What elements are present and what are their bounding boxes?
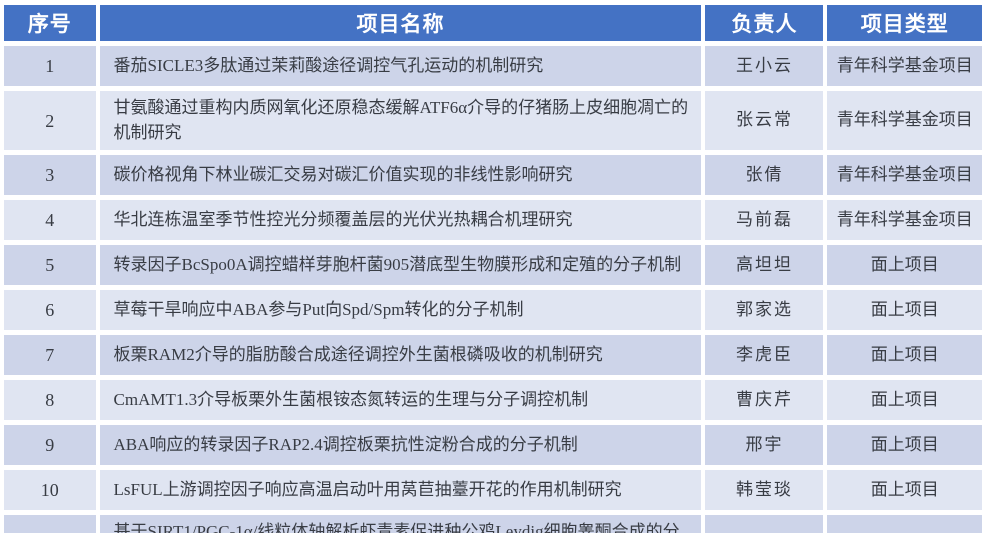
cell-index: 5 (4, 245, 96, 286)
cell-leader: 曹庆芹 (705, 380, 824, 421)
cell-index: 10 (4, 470, 96, 511)
cell-project-type: 面上项目 (827, 245, 982, 286)
header-index: 序号 (4, 5, 96, 41)
cell-leader: 齐晓龙 (705, 515, 824, 533)
cell-project-name: 转录因子BcSpo0A调控蜡样芽胞杆菌905潜底型生物膜形成和定殖的分子机制 (99, 245, 702, 286)
cell-project-type: 面上项目 (827, 425, 982, 466)
table-row: 2 甘氨酸通过重构内质网氧化还原稳态缓解ATF6α介导的仔猪肠上皮细胞凋亡的机制… (4, 91, 982, 151)
table-row: 6 草莓干旱响应中ABA参与Put向Spd/Spm转化的分子机制 郭家选 面上项… (4, 290, 982, 331)
cell-project-name: 板栗RAM2介导的脂肪酸合成途径调控外生菌根磷吸收的机制研究 (99, 335, 702, 376)
header-project-name: 项目名称 (99, 5, 702, 41)
cell-project-type: 面上项目 (827, 515, 982, 533)
cell-leader: 张倩 (705, 155, 824, 196)
cell-leader: 韩莹琰 (705, 470, 824, 511)
cell-project-name: 甘氨酸通过重构内质网氧化还原稳态缓解ATF6α介导的仔猪肠上皮细胞凋亡的机制研究 (99, 91, 702, 151)
table-header-row: 序号 项目名称 负责人 项目类型 (4, 5, 982, 41)
cell-project-type: 青年科学基金项目 (827, 91, 982, 151)
table-row: 3 碳价格视角下林业碳汇交易对碳汇价值实现的非线性影响研究 张倩 青年科学基金项… (4, 155, 982, 196)
cell-project-type: 青年科学基金项目 (827, 46, 982, 86)
cell-index: 3 (4, 155, 96, 196)
cell-leader: 张云常 (705, 91, 824, 151)
header-project-type: 项目类型 (827, 5, 982, 41)
header-leader: 负责人 (705, 5, 824, 41)
cell-project-type: 面上项目 (827, 335, 982, 376)
cell-index: 2 (4, 91, 96, 151)
cell-project-name: 碳价格视角下林业碳汇交易对碳汇价值实现的非线性影响研究 (99, 155, 702, 196)
cell-project-type: 青年科学基金项目 (827, 200, 982, 241)
cell-index: 8 (4, 380, 96, 421)
cell-project-type: 面上项目 (827, 380, 982, 421)
table-row: 4 华北连栋温室季节性控光分频覆盖层的光伏光热耦合机理研究 马前磊 青年科学基金… (4, 200, 982, 241)
cell-leader: 马前磊 (705, 200, 824, 241)
cell-leader: 郭家选 (705, 290, 824, 331)
cell-project-name: CmAMT1.3介导板栗外生菌根铵态氮转运的生理与分子调控机制 (99, 380, 702, 421)
table-row: 7 板栗RAM2介导的脂肪酸合成途径调控外生菌根磷吸收的机制研究 李虎臣 面上项… (4, 335, 982, 376)
cell-project-name: 草莓干旱响应中ABA参与Put向Spd/Spm转化的分子机制 (99, 290, 702, 331)
cell-index: 11 (4, 515, 96, 533)
table-row: 10 LsFUL上游调控因子响应高温启动叶用莴苣抽薹开花的作用机制研究 韩莹琰 … (4, 470, 982, 511)
cell-leader: 李虎臣 (705, 335, 824, 376)
table-row: 11 基于SIRT1/PGC-1α/线粒体轴解析虾青素促进种公鸡Leydig细胞… (4, 515, 982, 533)
cell-project-name: LsFUL上游调控因子响应高温启动叶用莴苣抽薹开花的作用机制研究 (99, 470, 702, 511)
table-row: 1 番茄SICLE3多肽通过茉莉酸途径调控气孔运动的机制研究 王小云 青年科学基… (4, 46, 982, 86)
cell-project-name: 华北连栋温室季节性控光分频覆盖层的光伏光热耦合机理研究 (99, 200, 702, 241)
cell-leader: 王小云 (705, 46, 824, 86)
cell-index: 6 (4, 290, 96, 331)
table-row: 5 转录因子BcSpo0A调控蜡样芽胞杆菌905潜底型生物膜形成和定殖的分子机制… (4, 245, 982, 286)
cell-index: 9 (4, 425, 96, 466)
cell-leader: 邢宇 (705, 425, 824, 466)
cell-index: 7 (4, 335, 96, 376)
cell-index: 1 (4, 46, 96, 86)
cell-index: 4 (4, 200, 96, 241)
cell-project-type: 青年科学基金项目 (827, 155, 982, 196)
cell-project-name: 番茄SICLE3多肽通过茉莉酸途径调控气孔运动的机制研究 (99, 46, 702, 86)
cell-project-name: 基于SIRT1/PGC-1α/线粒体轴解析虾青素促进种公鸡Leydig细胞睾酮合… (99, 515, 702, 533)
table-row: 9 ABA响应的转录因子RAP2.4调控板栗抗性淀粉合成的分子机制 邢宇 面上项… (4, 425, 982, 466)
cell-project-name: ABA响应的转录因子RAP2.4调控板栗抗性淀粉合成的分子机制 (99, 425, 702, 466)
cell-project-type: 面上项目 (827, 470, 982, 511)
cell-project-type: 面上项目 (827, 290, 982, 331)
cell-leader: 高坦坦 (705, 245, 824, 286)
table-row: 8 CmAMT1.3介导板栗外生菌根铵态氮转运的生理与分子调控机制 曹庆芹 面上… (4, 380, 982, 421)
